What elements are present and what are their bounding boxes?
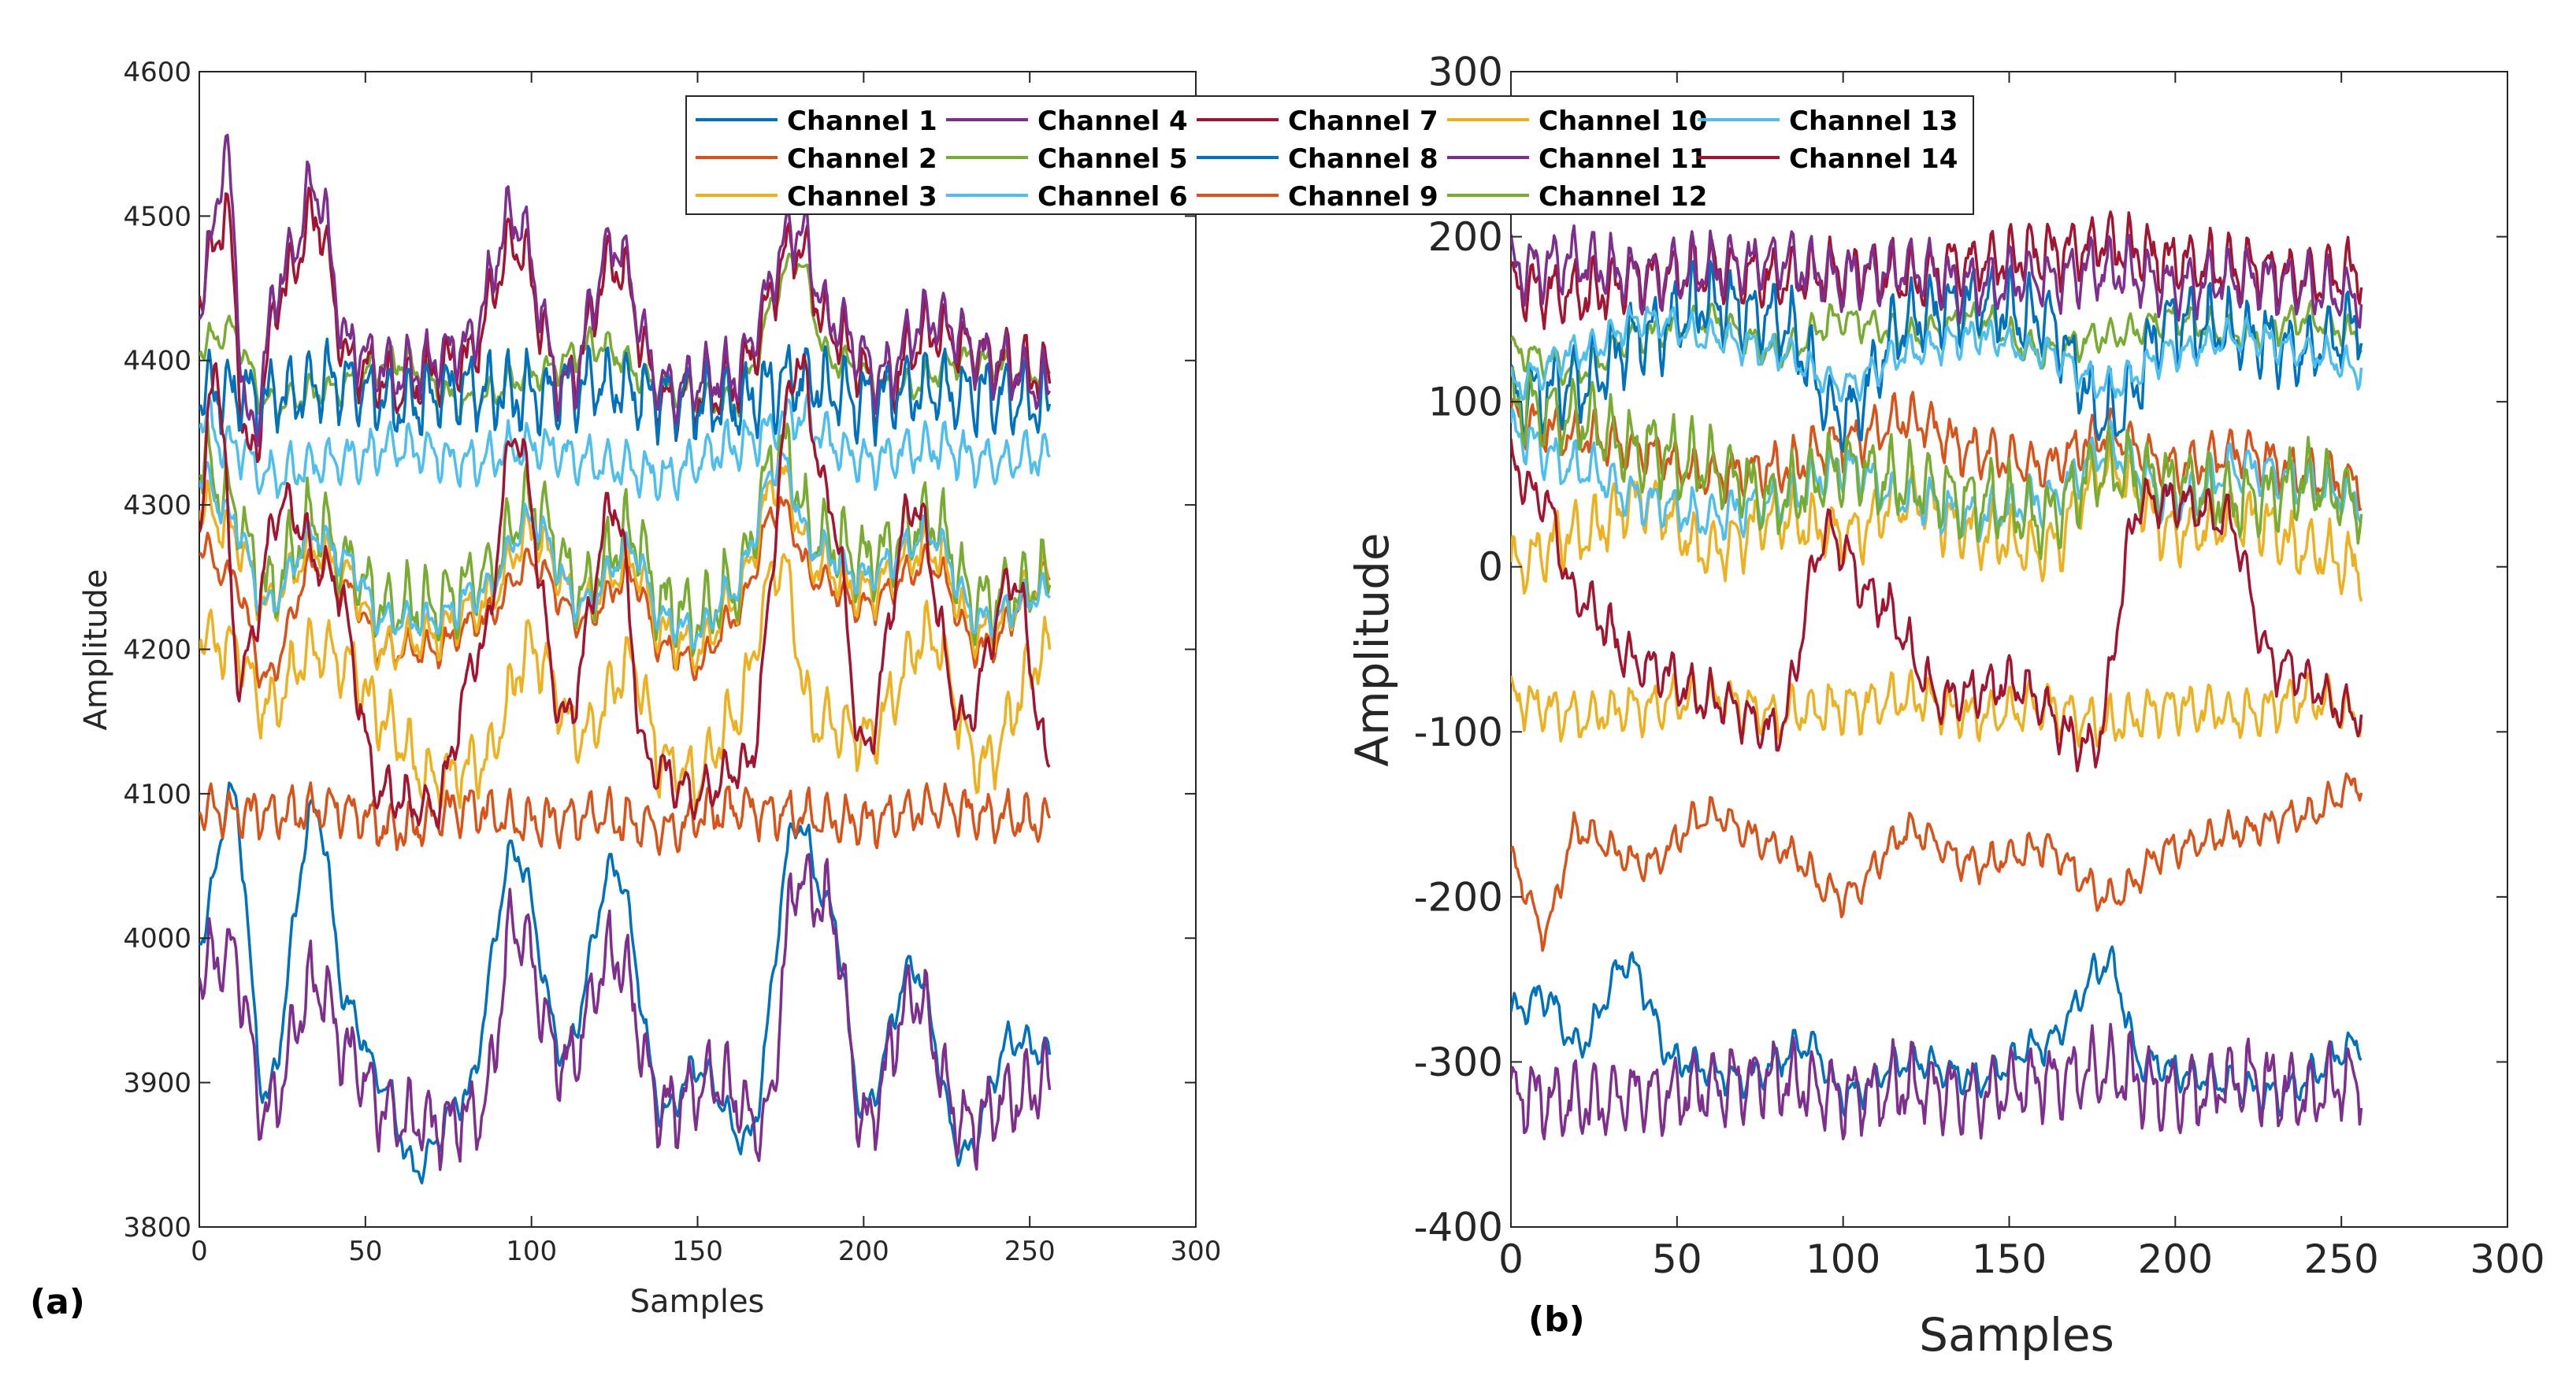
y-tick-label-b-6: 200 [1428, 214, 1503, 260]
legend-label-1: Channel 1 [787, 106, 937, 137]
series-line-b-5 [1511, 298, 2363, 387]
legend-item-4: Channel 4 [946, 106, 1188, 137]
y-tick-label-a-1: 3900 [123, 1068, 191, 1099]
legend-item-12: Channel 12 [1447, 181, 1707, 213]
panel-label-a: (a) [30, 1282, 85, 1322]
chart-panel-a: 0 50 100 150 200 250 300 3800 3900 4000 4100 4200 43… [30, 57, 1221, 1322]
legend-label-2: Channel 2 [787, 143, 937, 175]
y-tick-label-b-7: 300 [1428, 50, 1503, 95]
series-line-a-8 [199, 337, 1052, 447]
y-axis-label-b: Amplitude [1346, 532, 1399, 766]
y-tick-label-b-4: 0 [1478, 544, 1503, 590]
x-axis-label-b: Samples [1919, 1308, 2114, 1362]
x-tick-label-b-3: 150 [1972, 1236, 2047, 1282]
legend-item-9: Channel 9 [1197, 181, 1438, 213]
y-tick-label-b-3: -100 [1414, 710, 1503, 755]
x-tick-label-b-1: 50 [1652, 1236, 1702, 1282]
x-tick-label-a-6: 300 [1171, 1236, 1222, 1267]
legend-item-2: Channel 2 [696, 143, 937, 175]
x-tick-label-a-3: 150 [672, 1236, 723, 1267]
x-axis-label-a: Samples [630, 1284, 765, 1320]
series-line-b-11 [1511, 224, 2363, 329]
legend-label-9: Channel 9 [1288, 181, 1438, 213]
y-tick-label-b-2: -200 [1414, 874, 1503, 920]
x-tick-label-b-4: 200 [2138, 1236, 2213, 1282]
series-line-b-3 [1511, 437, 2363, 602]
series-line-a-12 [199, 421, 1052, 658]
series-line-b-13 [1511, 305, 2363, 402]
y-tick-label-a-6: 4400 [123, 346, 191, 377]
x-tick-label-b-2: 100 [1806, 1236, 1880, 1282]
legend-label-14: Channel 14 [1789, 143, 1958, 175]
series-line-b-14 [1511, 438, 2363, 773]
legend-item-14: Channel 14 [1698, 143, 1958, 175]
series-line-b-9 [1511, 772, 2363, 952]
legend-item-3: Channel 3 [696, 181, 937, 213]
series-line-a-6 [199, 393, 1051, 502]
legend-label-7: Channel 7 [1288, 106, 1438, 137]
legend-label-3: Channel 3 [787, 181, 937, 213]
y-tick-label-a-4: 4200 [123, 634, 191, 665]
y-tick-label-b-1: -300 [1414, 1040, 1503, 1085]
y-tick-label-b-0: -400 [1414, 1205, 1503, 1251]
y-tick-label-a-2: 4000 [123, 923, 191, 954]
series-line-b-8 [1511, 260, 2363, 453]
legend-box [685, 95, 1974, 215]
series-line-a-11 [199, 133, 1052, 447]
legend-item-1: Channel 1 [696, 106, 937, 137]
series-line-a-3 [199, 553, 1052, 814]
y-tick-label-a-7: 4500 [123, 201, 191, 232]
y-tick-label-a-0: 3800 [123, 1212, 191, 1244]
series-line-a-4 [199, 853, 1052, 1171]
legend-label-5: Channel 5 [1037, 143, 1188, 175]
legend-item-8: Channel 8 [1197, 143, 1438, 175]
series-line-b-12 [1511, 366, 2363, 561]
panel-label-b: (b) [1528, 1299, 1585, 1340]
x-tick-label-a-2: 100 [506, 1236, 557, 1267]
legend-item-13: Channel 13 [1698, 106, 1958, 137]
legend-item-6: Channel 6 [946, 181, 1188, 213]
legend-label-12: Channel 12 [1539, 181, 1707, 213]
y-tick-label-a-8: 4600 [123, 57, 191, 88]
legend-item-7: Channel 7 [1197, 106, 1438, 137]
series-line-a-1 [199, 781, 1052, 1184]
chart-panel-b: 0 50 100 150 200 250 300 -400 -300 -200 -100 0 100 20… [1346, 50, 2545, 1362]
legend-item-10: Channel 10 [1447, 106, 1707, 137]
series-line-a-2 [199, 781, 1052, 856]
x-tick-label-b-0: 0 [1498, 1236, 1524, 1282]
y-tick-label-a-5: 4300 [123, 490, 191, 521]
legend-label-11: Channel 11 [1539, 143, 1707, 175]
legend-label-8: Channel 8 [1288, 143, 1438, 175]
y-tick-label-a-3: 4100 [123, 779, 191, 810]
x-tick-label-b-5: 250 [2303, 1236, 2378, 1282]
y-axis-label-a: Amplitude [78, 569, 114, 731]
x-tick-label-a-4: 200 [838, 1236, 889, 1267]
legend-label-13: Channel 13 [1789, 106, 1958, 137]
series-line-b-1 [1511, 945, 2363, 1118]
legend-label-6: Channel 6 [1037, 181, 1188, 213]
legend-item-11: Channel 11 [1447, 143, 1707, 175]
legend-label-10: Channel 10 [1539, 106, 1707, 137]
y-tick-label-b-5: 100 [1428, 380, 1503, 425]
x-tick-label-a-0: 0 [191, 1236, 208, 1267]
series-line-a-14 [199, 353, 1051, 829]
legend-item-5: Channel 5 [946, 143, 1188, 175]
x-tick-label-a-5: 250 [1004, 1236, 1056, 1267]
legend-label-4: Channel 4 [1037, 106, 1188, 137]
series-line-b-4 [1511, 1022, 2363, 1141]
legend: Channel 1 Channel 2 Channel 3 Channel 4 Chan… [685, 95, 1974, 215]
x-tick-label-b-6: 300 [2470, 1236, 2544, 1282]
series-line-b-2 [1511, 391, 2363, 511]
x-tick-label-a-1: 50 [348, 1236, 382, 1267]
